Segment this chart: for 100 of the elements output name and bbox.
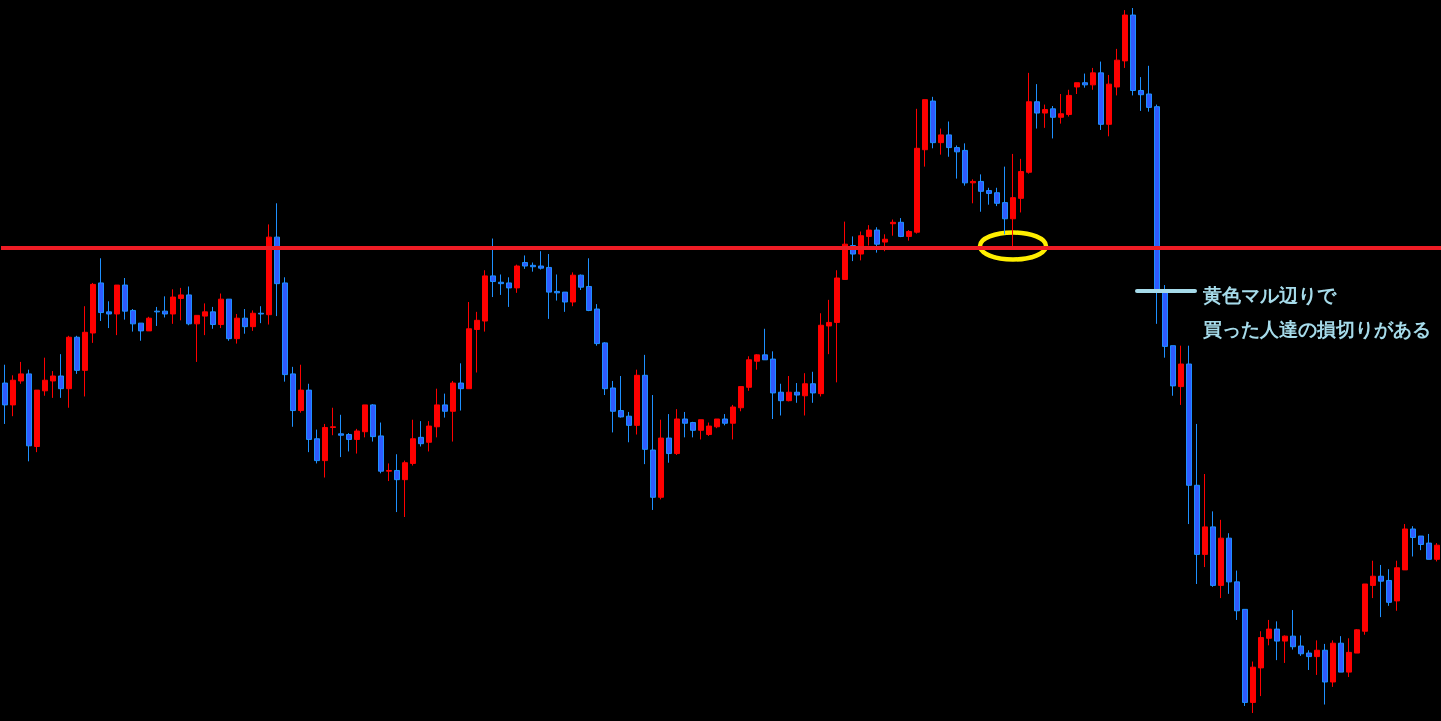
candlestick <box>450 380 456 443</box>
candlestick <box>634 369 640 436</box>
candlestick <box>626 411 632 443</box>
candlestick <box>74 335 80 375</box>
candlestick <box>1218 519 1224 599</box>
candlestick <box>530 262 536 273</box>
candlestick <box>1178 345 1184 406</box>
candlestick <box>698 419 704 440</box>
candlestick <box>258 305 264 324</box>
candlestick <box>1026 72 1032 175</box>
candlestick <box>10 374 16 417</box>
candlestick <box>770 350 776 420</box>
candlestick <box>418 420 424 448</box>
candlestick <box>762 328 768 361</box>
candlestick <box>914 108 920 235</box>
candlestick <box>194 314 200 363</box>
candlestick <box>1274 620 1280 661</box>
candlestick <box>466 301 472 390</box>
candlestick <box>538 250 544 271</box>
candlestick <box>370 403 376 443</box>
annotation: 買った人達の損切りがある <box>1203 317 1431 342</box>
candlestick <box>1154 104 1160 325</box>
candlestick <box>930 96 936 149</box>
candlestick <box>674 408 680 456</box>
candlestick <box>1162 284 1168 359</box>
candlestick <box>1394 560 1400 612</box>
candlestick <box>426 420 432 452</box>
candlestick <box>586 257 592 312</box>
candlestick <box>90 282 96 344</box>
candlestick <box>946 121 952 158</box>
candlestick <box>1346 637 1352 678</box>
candlestick <box>754 353 760 371</box>
candlestick <box>1338 635 1344 673</box>
candlestick <box>274 202 280 317</box>
candlestick <box>714 418 720 429</box>
candlestick <box>1098 61 1104 131</box>
candlestick <box>666 413 672 464</box>
candlestick <box>506 276 512 308</box>
candlestick <box>970 178 976 204</box>
candlestick <box>354 428 360 455</box>
candlestick <box>322 423 328 479</box>
candlestick <box>706 422 712 437</box>
candlestick <box>458 362 464 412</box>
candlestick <box>1298 634 1304 657</box>
candlestick <box>1018 158 1024 213</box>
candlestick <box>34 389 40 453</box>
candlestick <box>1410 525 1416 557</box>
candlestick <box>346 432 352 452</box>
candlestick <box>618 375 624 419</box>
candlestick <box>1426 533 1432 560</box>
candlestick <box>922 99 928 168</box>
candlestick <box>202 302 208 336</box>
candlestick <box>210 306 216 330</box>
candlestick <box>802 372 808 416</box>
candlestick <box>58 353 64 399</box>
candlestick <box>26 369 32 462</box>
candlestick <box>298 364 304 414</box>
candlestick <box>1002 166 1008 235</box>
candlestick <box>178 287 184 321</box>
candlestick <box>1050 105 1056 139</box>
candlestick <box>498 273 504 296</box>
candlestick <box>482 269 488 333</box>
candlestick <box>170 288 176 325</box>
candlestick <box>690 421 696 438</box>
candlestick <box>1226 532 1232 595</box>
candlestick <box>546 253 552 320</box>
candlestick <box>1434 542 1440 562</box>
candlestick <box>1066 89 1072 118</box>
candlestick <box>722 413 728 426</box>
candlestick <box>98 257 104 322</box>
candlestick <box>226 298 232 342</box>
candlestick <box>122 277 128 321</box>
candlestick <box>394 453 400 513</box>
candlestick <box>642 354 648 465</box>
candlestick <box>1314 639 1320 676</box>
candlestick <box>954 144 960 180</box>
annotation: 黄色マル辺りで <box>1203 283 1336 308</box>
candlestick <box>266 223 272 326</box>
candlestick <box>826 299 832 355</box>
candlestick <box>1010 153 1016 247</box>
candlestick <box>554 273 560 302</box>
candlestick <box>106 300 112 329</box>
candlestick <box>330 407 336 436</box>
candlestick <box>314 429 320 464</box>
candlestick <box>42 357 48 397</box>
candlestick <box>50 370 56 399</box>
candlestick <box>1290 609 1296 651</box>
candlestick <box>1034 83 1040 130</box>
candlestick <box>306 383 312 453</box>
candlestick <box>2 364 8 425</box>
candlestick <box>1234 570 1240 621</box>
candlestick <box>114 284 120 336</box>
candlestick <box>890 219 896 237</box>
candlestick <box>1106 74 1112 137</box>
candlestick <box>658 419 664 500</box>
candlestick <box>402 460 408 518</box>
candlestick <box>1194 423 1200 585</box>
candlestick <box>1370 560 1376 599</box>
candlestick <box>1250 661 1256 714</box>
candlestick <box>82 305 88 397</box>
